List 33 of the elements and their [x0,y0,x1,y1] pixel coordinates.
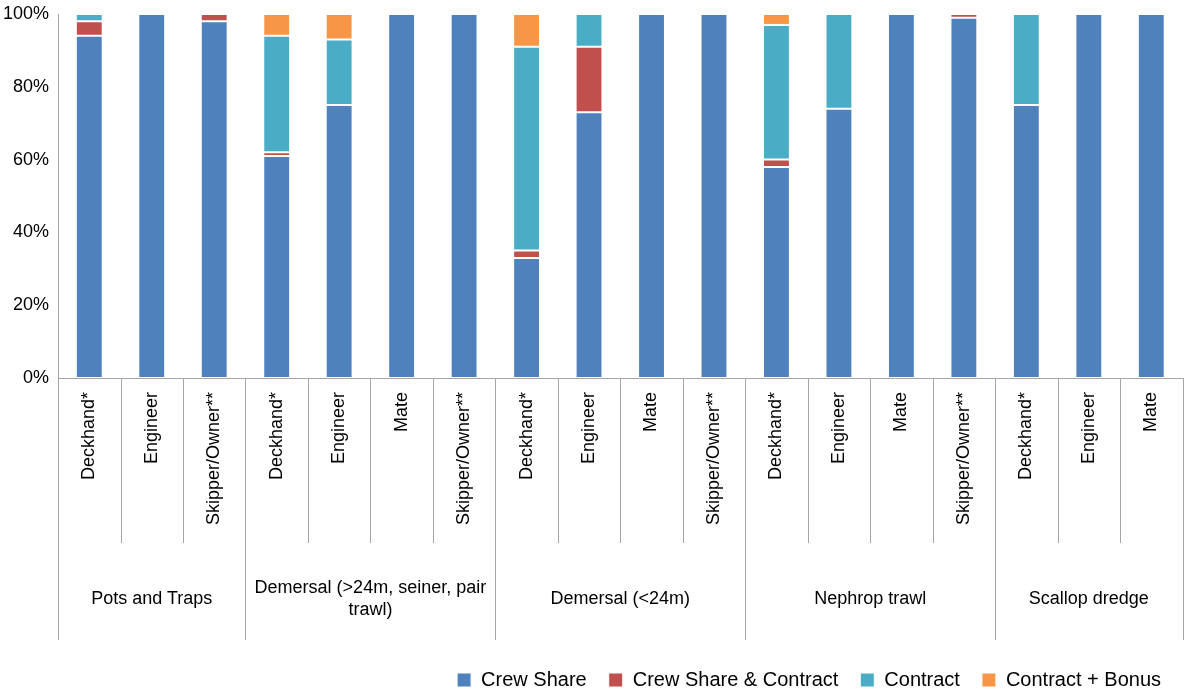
y-tick-label: 20% [13,294,50,315]
text: Scallop dredge [1028,587,1149,608]
legend-label: Contract + Bonus [1005,667,1162,690]
y-tick-label: 60% [13,148,50,169]
x-tick-label: Skipper/Owner** [203,392,224,526]
text: Demersal (>24m, seiner, pair trawl) [254,576,487,619]
y-tick-label: 0% [23,366,50,387]
x-tick-label: Deckhand* [515,392,536,481]
x-tick-label: Engineer [328,392,349,465]
y-tick-label: 40% [13,221,50,242]
x-tick-label: Engineer [1077,392,1098,465]
x-tick-label: Deckhand* [78,392,99,481]
x-tick-label: Mate [640,392,661,433]
x-tick-label: Deckhand* [1015,392,1036,481]
x-tick-label: Engineer [140,392,161,465]
x-tick-label: Skipper/Owner** [952,392,973,526]
text: Demersal (<24m) [550,587,691,608]
x-tick-label: Mate [1140,392,1161,433]
x-tick-label: Skipper/Owner** [453,392,474,526]
text: Nephrop trawl [814,587,927,608]
x-tick-label: Mate [390,392,411,433]
x-tick-label: Skipper/Owner** [702,392,723,526]
y-tick-label: 80% [13,75,50,96]
legend-label: Crew Share & Contract [632,667,839,690]
x-tick-label: Deckhand* [265,392,286,481]
text: Pots and Traps [91,587,213,608]
x-tick-label: Engineer [827,392,848,465]
legend-label: Crew Share [481,667,587,690]
x-tick-label: Mate [890,392,911,433]
y-tick-label: 100% [2,2,50,23]
legend-label: Contract [884,667,961,690]
x-tick-label: Engineer [578,392,599,465]
x-tick-label: Deckhand* [765,392,786,481]
